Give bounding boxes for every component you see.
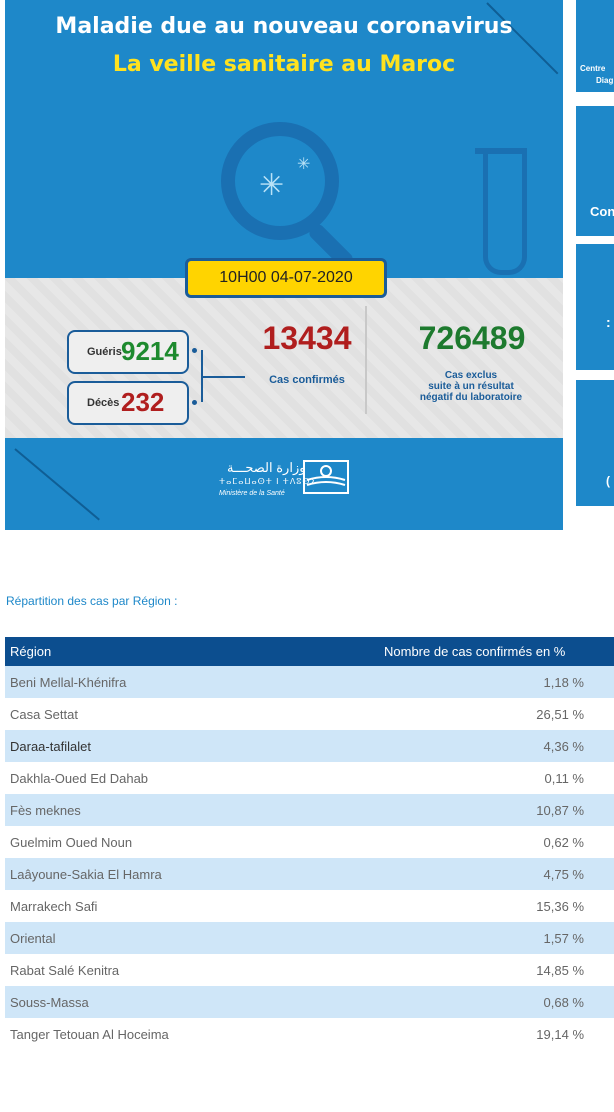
region-name: Marrakech Safi (5, 890, 380, 922)
region-name: Dakhla-Oued Ed Dahab (5, 762, 380, 794)
region-percent: 26,51 % (380, 698, 614, 730)
virus-icon: ✳ (259, 169, 285, 202)
ministry-french-name: Ministère de la Santé (219, 490, 285, 497)
region-name: Rabat Salé Kenitra (5, 954, 380, 986)
region-name: Daraa-tafilalet (5, 730, 380, 762)
table-row: Tanger Tetouan Al Hoceima 19,14 % (5, 1018, 614, 1050)
side-card[interactable]: Con (576, 106, 614, 236)
regions-table: Région Nombre de cas confirmés en % Beni… (5, 637, 614, 1050)
table-row: Guelmim Oued Noun 0,62 % (5, 826, 614, 858)
region-percent: 19,14 % (380, 1018, 614, 1050)
stats-band (5, 278, 563, 438)
ministry-tifinagh-name: ⵜⴰⵎⴰⵡⴰⵙⵜ ⵏ ⵜⴷⵓⵙⵉ (219, 477, 317, 486)
stats-divider (365, 306, 367, 414)
side-card-text: ( (606, 474, 610, 488)
region-name: Laâyoune-Sakia El Hamra (5, 858, 380, 890)
region-percent: 0,68 % (380, 986, 614, 1018)
column-header-percent: Nombre de cas confirmés en % (380, 637, 614, 666)
region-percent: 0,11 % (380, 762, 614, 794)
side-card-text: Diag (596, 76, 614, 85)
column-header-region: Région (5, 637, 380, 666)
table-row: Beni Mellal-Khénifra 1,18 % (5, 666, 614, 698)
region-percent: 4,75 % (380, 858, 614, 890)
test-tube-cap-icon (475, 148, 527, 154)
region-name: Souss-Massa (5, 986, 380, 1018)
region-percent: 0,62 % (380, 826, 614, 858)
side-card[interactable]: : (576, 244, 614, 370)
excluded-label-line: négatif du laboratoire (419, 392, 523, 403)
deaths-label: Décès (87, 397, 120, 409)
excluded-label-line: suite à un résultat (428, 381, 514, 392)
banner-subtitle: La veille sanitaire au Maroc (112, 52, 456, 77)
table-row: Dakhla-Oued Ed Dahab 0,11 % (5, 762, 614, 794)
section-caption: Répartition des cas par Région : (6, 594, 178, 608)
region-name: Tanger Tetouan Al Hoceima (5, 1018, 380, 1050)
connector-dot (192, 400, 197, 405)
ministry-logo-glyph-icon (306, 465, 346, 486)
table-row: Rabat Salé Kenitra 14,85 % (5, 954, 614, 986)
table-row: Marrakech Safi 15,36 % (5, 890, 614, 922)
excluded-value: 726489 (418, 320, 526, 356)
side-card[interactable]: ( (576, 380, 614, 506)
deaths-box: Décès 232 (67, 381, 189, 425)
side-card-text: Con (590, 204, 614, 219)
region-name: Guelmim Oued Noun (5, 826, 380, 858)
table-row: Laâyoune-Sakia El Hamra 4,75 % (5, 858, 614, 890)
test-tube-icon (483, 152, 527, 275)
region-name: Beni Mellal-Khénifra (5, 666, 380, 698)
decorative-line (14, 448, 100, 521)
table-row: Daraa-tafilalet 4,36 % (5, 730, 614, 762)
table-row: Souss-Massa 0,68 % (5, 986, 614, 1018)
virus-small-icon: ✳ (297, 156, 311, 173)
region-percent: 14,85 % (380, 954, 614, 986)
region-percent: 10,87 % (380, 794, 614, 826)
region-name: Fès meknes (5, 794, 380, 826)
connector-line (201, 376, 245, 378)
ministry-logo-icon (303, 460, 349, 494)
table-row: Casa Settat 26,51 % (5, 698, 614, 730)
infographic-banner: Maladie due au nouveau coronavirus La ve… (5, 0, 563, 530)
confirmed-value: 13434 (262, 320, 352, 356)
excluded-label-line: Cas exclus (444, 370, 498, 381)
region-name: Oriental (5, 922, 380, 954)
deaths-value: 232 (121, 387, 165, 417)
region-percent: 1,57 % (380, 922, 614, 954)
recovered-value: 9214 (121, 336, 179, 366)
recovered-box: Guéris 9214 (67, 330, 189, 374)
side-card-text: Centre (580, 64, 606, 73)
report-datetime: 10H00 04-07-2020 (185, 258, 387, 298)
side-card-text: : (606, 314, 611, 330)
confirmed-label: Cas confirmés (269, 374, 345, 386)
connector-dot (192, 348, 197, 353)
region-percent: 1,18 % (380, 666, 614, 698)
table-header-row: Région Nombre de cas confirmés en % (5, 637, 614, 666)
ministry-arabic-name: وزارة الصحـــة (227, 460, 306, 475)
table-row: Fès meknes 10,87 % (5, 794, 614, 826)
region-percent: 15,36 % (380, 890, 614, 922)
table-row: Oriental 1,57 % (5, 922, 614, 954)
banner-title: Maladie due au nouveau coronavirus (55, 14, 513, 39)
side-card[interactable]: Centre Diag (576, 0, 614, 92)
region-percent: 4,36 % (380, 730, 614, 762)
recovered-label: Guéris (87, 346, 122, 358)
region-name: Casa Settat (5, 698, 380, 730)
excluded-label: Cas exclus suite à un résultat négatif d… (385, 370, 557, 403)
